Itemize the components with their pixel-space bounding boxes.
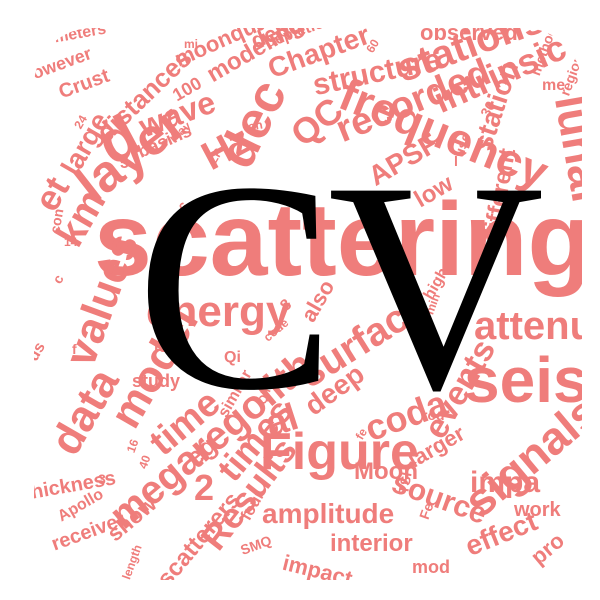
cloud-word: amplitude [262,498,395,529]
cloud-word: mod [412,557,450,577]
cloud-word: SMQ [238,532,274,558]
cloud-word: attenu [474,304,582,348]
cloud-word: mi [184,37,199,51]
cloud-word: meters [52,28,108,47]
cloud-word: interior [330,530,413,557]
cloud-word: ds [34,339,49,365]
cloud-word: less [154,339,186,356]
cloud-word: rod [422,407,445,423]
cloud-word: 2 [194,467,215,508]
cloud-word: observed [420,28,518,45]
cloud-word: impa [470,466,541,499]
cloud-word: Figure [260,423,419,481]
cloud-word: Moon [354,458,418,485]
cloud-word: study [132,371,181,391]
cloud-word: con [46,207,67,235]
cloud-word: seis [464,344,582,416]
cloud-word: 60 [363,36,383,56]
cloud-word: 3 [98,471,106,487]
cloud-word: c [49,271,67,287]
cloud-word: 4 [418,309,429,329]
cloud-word: f [72,341,77,357]
cloud-word: scattering [94,182,582,298]
cloud-word: Qi [224,349,241,366]
cloud-word: l [454,153,458,169]
cloud-word: energy [146,287,291,336]
word-cloud-tile: scattering layer energy Figure seis signals co… [34,28,582,580]
cloud-word: work [514,499,561,521]
cloud-word: 14 [64,235,78,249]
cloud-word: length [119,542,145,580]
cloud-word: me [542,77,566,94]
cloud-word: Fe [415,500,437,522]
cv-logo: CV [135,120,545,452]
cloud-word: 5 [120,155,129,172]
cloud-word: TSI [395,470,415,496]
